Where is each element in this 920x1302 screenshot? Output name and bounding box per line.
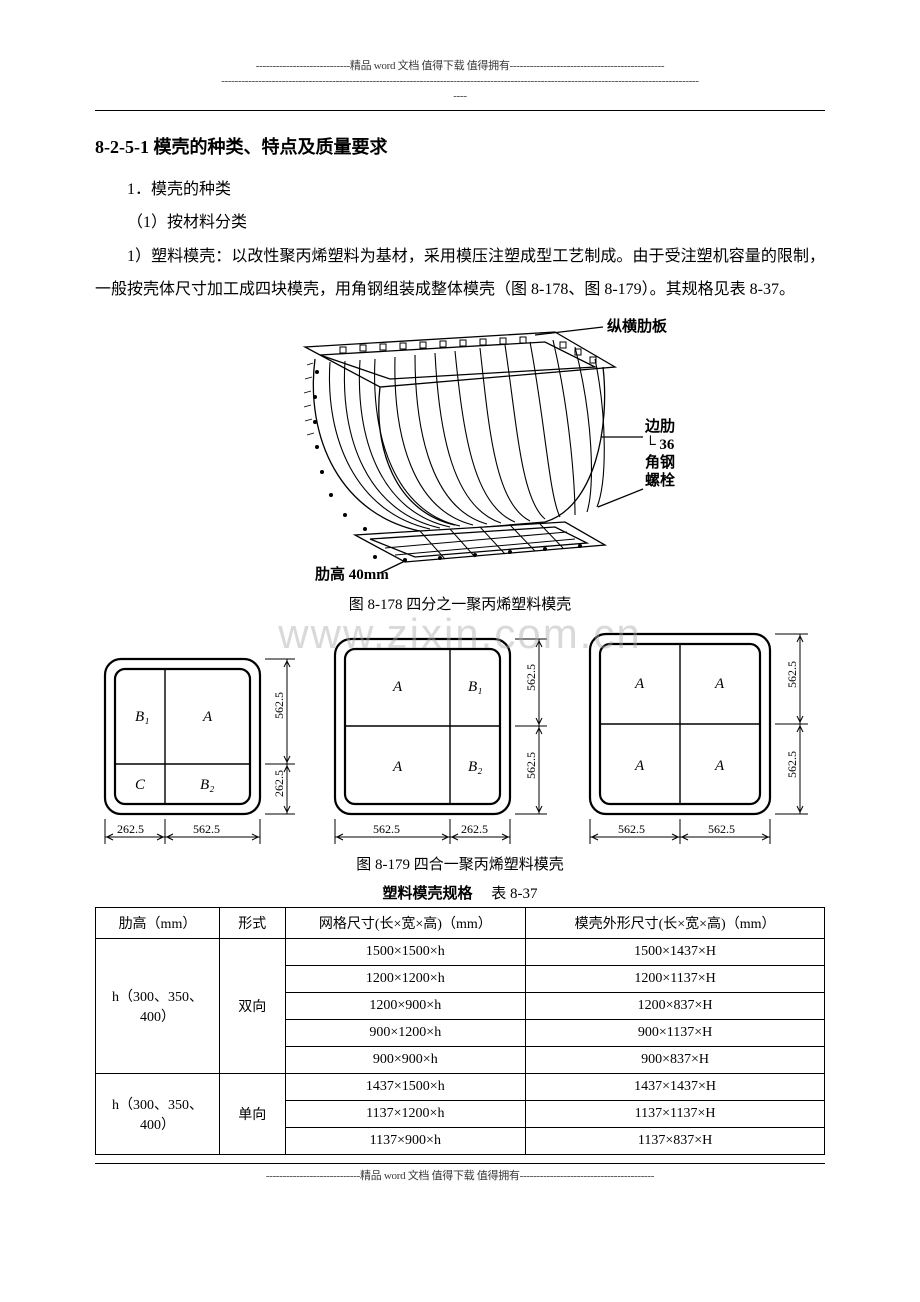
- g1-r0-c1: 1500×1437×H: [526, 938, 825, 965]
- pa-c3: B₂: [200, 777, 214, 793]
- g2-r1-c0: 1137×1200×h: [285, 1100, 526, 1127]
- fig178-svg: 纵横肋板 边肋用 └ 36×3 角钢加固 螺栓孔 肋高 40mm: [245, 317, 675, 582]
- g2-r0-c0: 1437×1500×h: [285, 1073, 526, 1100]
- g1-r1-c0: 1200×1200×h: [285, 965, 526, 992]
- th-2: 网格尺寸(长×宽×高)（mm）: [285, 907, 526, 938]
- header-rule: [95, 110, 825, 111]
- pb-c3: B₂: [468, 759, 482, 775]
- pb-c2: A: [392, 759, 403, 775]
- fig179-caption: 图 8-179 四合一聚丙烯塑料模壳: [95, 853, 825, 874]
- fig178-label-side1: 边肋用: [644, 418, 675, 435]
- footer-rule: [95, 1163, 825, 1164]
- g1-r2-c1: 1200×837×H: [526, 992, 825, 1019]
- g1-r4-c1: 900×837×H: [526, 1046, 825, 1073]
- spec-table: 肋高（mm） 形式 网格尺寸(长×宽×高)（mm） 模壳外形尺寸(长×宽×高)（…: [95, 907, 825, 1155]
- para-1: 1．模壳的种类: [95, 173, 825, 207]
- g1-r2-c0: 1200×900×h: [285, 992, 526, 1019]
- pc-c3: A: [714, 758, 725, 774]
- para-3: 1）塑料模壳：以改性聚丙烯塑料为基材，采用模压注塑成型工艺制成。由于受注塑机容量…: [95, 240, 825, 307]
- pa-c0: B₁: [135, 709, 149, 725]
- pc-c2: A: [634, 758, 645, 774]
- header-l1: ----------------------------精品 word 文档 值…: [95, 60, 825, 73]
- pa-c2: C: [135, 777, 146, 793]
- pa-c1: A: [202, 709, 213, 725]
- pc-dx1: 562.5: [708, 822, 735, 836]
- pb-dx1: 262.5: [461, 822, 488, 836]
- fig178-label-side2: └ 36×3: [645, 435, 675, 453]
- th-1: 形式: [219, 907, 285, 938]
- pb-c0: A: [392, 679, 403, 695]
- th-0: 肋高（mm）: [96, 907, 220, 938]
- pc-c0: A: [634, 676, 645, 692]
- pb-dx0: 562.5: [373, 822, 400, 836]
- g1-form: 双向: [219, 938, 285, 1073]
- pc-dy1: 562.5: [785, 751, 799, 778]
- fig178-label-bottom: 肋高 40mm: [315, 565, 389, 582]
- g1-r1-c1: 1200×1137×H: [526, 965, 825, 992]
- figure-179: B₁ A C B₂ 262.5 562.5 562.5 262.5: [95, 624, 825, 849]
- fig178-label-side3: 角钢加固: [645, 453, 675, 471]
- table-title-right: 表 8-37: [491, 886, 537, 902]
- footer-l1: ----------------------------精品 word 文档 值…: [95, 1170, 825, 1183]
- g2-r2-c1: 1137×837×H: [526, 1127, 825, 1154]
- pb-dy0: 562.5: [524, 664, 538, 691]
- figure-178: 纵横肋板 边肋用 └ 36×3 角钢加固 螺栓孔 肋高 40mm: [95, 317, 825, 587]
- header-l3: ----: [95, 90, 825, 103]
- g1-r3-c0: 900×1200×h: [285, 1019, 526, 1046]
- th-3: 模壳外形尺寸(长×宽×高)（mm）: [526, 907, 825, 938]
- g1-r4-c0: 900×900×h: [285, 1046, 526, 1073]
- table-title: 塑料模壳规格 表 8-37: [95, 882, 825, 903]
- g2-rib: h（300、350、400）: [96, 1073, 220, 1154]
- g1-rib: h（300、350、400）: [96, 938, 220, 1073]
- table-row: h（300、350、400） 双向 1500×1500×h 1500×1437×…: [96, 938, 825, 965]
- g2-r0-c1: 1437×1437×H: [526, 1073, 825, 1100]
- header-l2: ----------------------------------------…: [95, 75, 825, 88]
- pc-dy0: 562.5: [785, 661, 799, 688]
- fig178-caption: 图 8-178 四分之一聚丙烯塑料模壳: [95, 593, 825, 614]
- g1-r3-c1: 900×1137×H: [526, 1019, 825, 1046]
- g2-form: 单向: [219, 1073, 285, 1154]
- para-2: （1）按材料分类: [95, 206, 825, 240]
- g2-r2-c0: 1137×900×h: [285, 1127, 526, 1154]
- pc-c1: A: [714, 676, 725, 692]
- pa-dx1: 562.5: [193, 822, 220, 836]
- g1-r0-c0: 1500×1500×h: [285, 938, 526, 965]
- fig179-panel-a: B₁ A C B₂ 262.5 562.5 562.5 262.5: [95, 649, 310, 849]
- fig178-label-side4: 螺栓孔: [645, 471, 675, 489]
- table-title-left: 塑料模壳规格: [382, 886, 472, 902]
- fig179-panel-c: A A A A 562.5 562.5 562.5 562.5: [580, 624, 825, 849]
- table-row: h（300、350、400） 单向 1437×1500×h 1437×1437×…: [96, 1073, 825, 1100]
- g2-r1-c1: 1137×1137×H: [526, 1100, 825, 1127]
- pc-dx0: 562.5: [618, 822, 645, 836]
- fig179-panel-b: A B₁ A B₂ 562.5 262.5 562.5 562.5: [325, 629, 565, 849]
- pa-dy0: 562.5: [272, 692, 286, 719]
- fig178-label-top: 纵横肋板: [607, 317, 668, 335]
- table-header-row: 肋高（mm） 形式 网格尺寸(长×宽×高)（mm） 模壳外形尺寸(长×宽×高)（…: [96, 907, 825, 938]
- pb-dy1: 562.5: [524, 752, 538, 779]
- pb-c1: B₁: [468, 679, 482, 695]
- pa-dx0: 262.5: [117, 822, 144, 836]
- pa-dy1: 262.5: [272, 770, 286, 797]
- section-title: 8-2-5-1 模壳的种类、特点及质量要求: [95, 133, 825, 159]
